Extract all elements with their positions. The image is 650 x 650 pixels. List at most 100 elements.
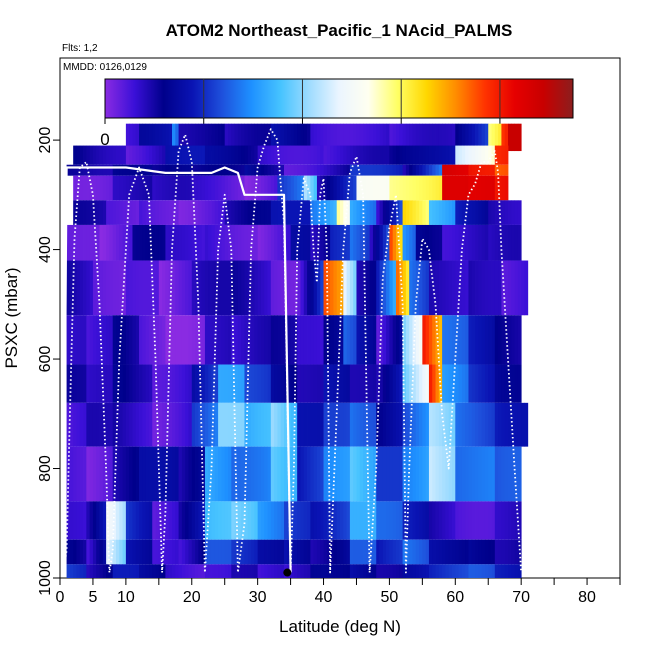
heatmap-cell <box>310 364 315 403</box>
heatmap-cell <box>73 200 77 225</box>
heatmap-cell <box>125 260 130 316</box>
heatmap-cell <box>389 145 394 165</box>
heatmap-cell <box>415 364 420 403</box>
heatmap-cell <box>297 364 301 403</box>
heatmap-cell <box>214 402 219 447</box>
heatmap-cell <box>76 501 81 540</box>
heatmap-cell <box>274 175 278 201</box>
y-tick-label: 400 <box>37 236 54 263</box>
heatmap-cell <box>356 260 361 316</box>
heatmap-cell <box>445 364 450 403</box>
heatmap-cell <box>231 260 235 316</box>
heatmap-cell <box>412 501 417 540</box>
heatmap-cell <box>333 364 338 403</box>
heatmap-cell <box>218 564 222 578</box>
heatmap-cell <box>92 402 97 447</box>
heatmap-cell <box>468 145 473 165</box>
heatmap-cell <box>376 175 380 201</box>
heatmap-cell <box>139 145 143 165</box>
heatmap-cell <box>340 224 344 261</box>
heatmap-cell <box>254 164 259 176</box>
heatmap-cell <box>396 364 400 403</box>
heatmap-cell <box>392 200 397 225</box>
heatmap-cell <box>234 145 239 165</box>
heatmap-cell <box>109 145 114 165</box>
heatmap-cell <box>119 402 123 447</box>
heatmap-cell <box>448 402 453 447</box>
heatmap-cell <box>349 402 354 447</box>
heatmap-cell <box>438 539 443 565</box>
heatmap-cell <box>376 501 380 540</box>
heatmap-cell <box>369 446 374 502</box>
heatmap-cell <box>148 123 153 152</box>
heatmap-cell <box>320 402 324 447</box>
heatmap-cell <box>112 364 117 403</box>
heatmap-cell <box>501 539 506 565</box>
heatmap-cell <box>376 446 380 502</box>
heatmap-cell <box>481 164 486 176</box>
heatmap-cell <box>504 224 509 261</box>
heatmap-cell <box>310 123 315 152</box>
heatmap-cell <box>465 175 469 201</box>
heatmap-cell <box>244 200 249 225</box>
heatmap-cell <box>511 200 515 225</box>
heatmap-cell <box>191 164 196 176</box>
heatmap-cell <box>112 402 117 447</box>
heatmap-cell <box>172 402 176 447</box>
heatmap-cell <box>267 123 272 152</box>
heatmap-cell <box>297 164 301 176</box>
heatmap-cell <box>402 539 407 565</box>
heatmap-cell <box>297 123 301 152</box>
heatmap-cell <box>257 446 262 502</box>
heatmap-cell <box>135 315 140 365</box>
heatmap-cell <box>106 315 110 365</box>
heatmap-cell <box>188 175 193 201</box>
heatmap-cell <box>129 164 133 176</box>
heatmap-cell <box>392 175 397 201</box>
heatmap-cell <box>254 315 259 365</box>
heatmap-cell <box>96 145 100 165</box>
heatmap-cell <box>145 224 150 261</box>
heatmap-cell <box>300 364 305 403</box>
heatmap-cell <box>106 175 110 201</box>
heatmap-cell <box>145 539 150 565</box>
heatmap-cell <box>221 123 226 152</box>
heatmap-cell <box>475 200 479 225</box>
heatmap-cell <box>458 315 463 365</box>
heatmap-cell <box>508 224 512 261</box>
heatmap-cell <box>389 224 394 261</box>
heatmap-cell <box>475 164 479 176</box>
heatmap-cell <box>508 123 512 152</box>
heatmap-cell <box>363 175 367 201</box>
heatmap-cell <box>452 539 456 565</box>
heatmap-cell <box>349 260 354 316</box>
heatmap-cell <box>501 501 506 540</box>
heatmap-cell <box>340 164 344 176</box>
heatmap-cell <box>428 446 433 502</box>
heatmap-cell <box>178 446 183 502</box>
heatmap-cell <box>211 446 216 502</box>
heatmap-cell <box>498 145 502 165</box>
heatmap-cell <box>86 315 91 365</box>
heatmap-cell <box>195 260 199 316</box>
heatmap-cell <box>76 260 81 316</box>
heatmap-cell <box>514 564 519 578</box>
heatmap-cell <box>320 123 324 152</box>
heatmap-cell <box>168 175 173 201</box>
heatmap-cell <box>168 145 173 165</box>
heatmap-cell <box>96 175 100 201</box>
heatmap-cell <box>422 200 427 225</box>
heatmap-cell <box>313 260 318 316</box>
heatmap-cell <box>372 446 377 502</box>
heatmap-cell <box>83 175 87 201</box>
heatmap-cell <box>274 200 278 225</box>
heatmap-cell <box>277 200 282 225</box>
heatmap-cell <box>468 164 473 176</box>
heatmap-cell <box>79 164 84 176</box>
heatmap-cell <box>218 123 222 152</box>
heatmap-cell <box>162 224 166 261</box>
heatmap-cell <box>277 260 282 316</box>
heatmap-cell <box>452 175 456 201</box>
heatmap-cell <box>132 123 137 152</box>
heatmap-cell <box>458 164 463 176</box>
